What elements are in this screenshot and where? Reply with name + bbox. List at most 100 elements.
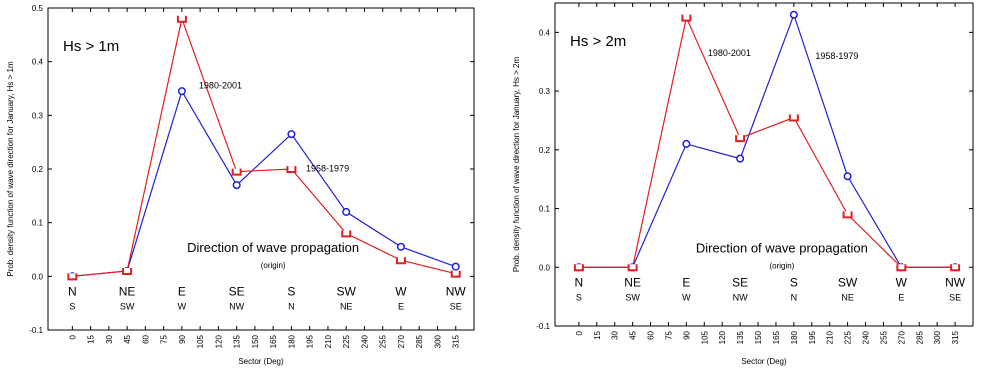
x-tick-label: 75 <box>160 334 169 343</box>
compass-direction-label: S <box>790 275 798 289</box>
compass-origin-label: E <box>898 292 904 302</box>
data-point-1980-2001 <box>950 264 961 272</box>
data-point-1980-2001 <box>573 264 584 272</box>
y-tick-label: -0.1 <box>536 322 550 331</box>
data-point-1958-1979 <box>451 262 460 271</box>
data-point-1958-1979 <box>342 207 351 216</box>
y-tick-label: 0.2 <box>32 165 44 174</box>
marker-fill <box>342 230 351 237</box>
marker-fill <box>736 135 745 142</box>
x-tick-label: 135 <box>233 334 242 348</box>
marker-fill <box>789 114 798 121</box>
compass-origin-label: S <box>576 292 582 302</box>
data-point-1958-1979 <box>232 181 241 190</box>
data-point-1980-2001 <box>341 230 352 238</box>
compass-origin-label: N <box>288 301 295 311</box>
x-tick-label: 105 <box>196 334 205 348</box>
x-tick-label: 120 <box>214 334 223 348</box>
data-point-1980-2001 <box>842 211 853 219</box>
y-tick-label: 0.3 <box>539 87 551 96</box>
y-tick-label: 0.0 <box>539 263 551 272</box>
compass-origin-label: SW <box>120 301 135 311</box>
compass-origin-label: NW <box>229 301 244 311</box>
data-point-1980-2001 <box>896 264 907 272</box>
x-tick-label: 90 <box>682 330 691 339</box>
x-tick-label: 315 <box>452 334 461 348</box>
x-tick-label: 180 <box>790 330 799 344</box>
compass-origin-label: E <box>398 301 404 311</box>
compass-direction-label: E <box>682 275 690 289</box>
x-tick-label: 240 <box>360 334 369 348</box>
compass-direction-label: NW <box>945 275 966 289</box>
chart-panel-right: -0.1 0.0 0.1 0.2 0.3 0.4 0 15 30 45 60 75 90 105 120 13… <box>506 0 982 369</box>
x-tick-label: 255 <box>379 334 388 348</box>
y-tick-label: 0.1 <box>32 219 44 228</box>
compass-origin-label: N <box>791 292 798 302</box>
note-title: Direction of wave propagation <box>187 240 359 255</box>
x-tick-label: 270 <box>897 330 906 344</box>
marker-bracket <box>231 168 242 176</box>
chart-right: -0.1 0.0 0.1 0.2 0.3 0.4 0 15 30 45 60 75 90 105 120 13… <box>512 2 974 366</box>
marker-fill <box>123 267 132 274</box>
compass-direction-label: SW <box>838 275 858 289</box>
data-point-1958-1979 <box>789 10 798 19</box>
marker-bracket <box>122 267 133 275</box>
x-tick-label: 195 <box>306 334 315 348</box>
x-axis-label: Sector (Deg) <box>238 357 284 366</box>
chart-left: -0.1 0.0 0.1 0.2 0.3 0.4 0.5 0 15 30 45 60 75 90 105 12… <box>6 4 475 366</box>
marker-fill <box>897 264 906 271</box>
data-point-1980-2001 <box>176 15 187 23</box>
x-tick-label: 165 <box>772 330 781 344</box>
x-tick-label: 270 <box>397 334 406 348</box>
y-tick-label: 0.4 <box>539 28 551 37</box>
data-point-1980-2001 <box>627 264 638 272</box>
series-annotation: 1980-2001 <box>199 81 242 91</box>
x-tick-label: 210 <box>826 330 835 344</box>
compass-direction-label: W <box>896 275 908 289</box>
x-tick-label: 225 <box>844 330 853 344</box>
marker-bracket <box>395 257 406 265</box>
x-tick-label: 135 <box>736 330 745 344</box>
x-tick-label: 15 <box>593 330 602 339</box>
marker-fill <box>951 264 960 271</box>
x-tick-label: 30 <box>611 330 620 339</box>
data-point-1980-2001 <box>681 14 692 22</box>
compass-direction-label: NE <box>119 284 136 298</box>
x-tick-label: 285 <box>415 334 424 348</box>
data-point-1958-1979 <box>396 242 406 251</box>
series-annotation: 1980-2001 <box>708 48 751 58</box>
x-tick-label: 210 <box>324 334 333 348</box>
data-point-1980-2001 <box>395 257 406 265</box>
x-tick-label: 45 <box>123 334 132 343</box>
compass-origin-label: NW <box>733 292 748 302</box>
x-tick-label: 165 <box>269 334 278 348</box>
x-tick-label: 105 <box>700 330 709 344</box>
x-tick-label: 300 <box>433 334 442 348</box>
marker-bracket <box>842 211 853 219</box>
compass-direction-label: SE <box>229 284 245 298</box>
x-tick-label: 225 <box>342 334 351 348</box>
compass-direction-label: N <box>68 284 77 298</box>
compass-origin-label: W <box>178 301 187 311</box>
x-tick-label: 0 <box>68 334 77 339</box>
data-point-1958-1979 <box>287 130 296 139</box>
y-tick-label: 0.4 <box>32 58 44 67</box>
marker-fill <box>396 257 405 264</box>
y-tick-label: 0.0 <box>32 272 44 281</box>
x-tick-label: 60 <box>647 330 656 339</box>
marker-bracket <box>573 264 584 272</box>
compass-direction-label: W <box>395 284 407 298</box>
x-tick-label: 255 <box>879 330 888 344</box>
plot-frame <box>47 7 475 331</box>
series-annotation: 1958-1979 <box>815 51 858 61</box>
marker-bracket <box>681 14 692 22</box>
x-tick-label: 90 <box>178 334 187 343</box>
marker-fill <box>574 264 583 271</box>
x-tick-label: 240 <box>862 330 871 344</box>
compass-direction-label: S <box>287 284 295 298</box>
marker-bracket <box>627 264 638 272</box>
marker-bracket <box>788 114 799 122</box>
marker-fill <box>628 264 637 271</box>
data-point-1980-2001 <box>231 168 242 176</box>
marker-bracket <box>341 230 352 238</box>
